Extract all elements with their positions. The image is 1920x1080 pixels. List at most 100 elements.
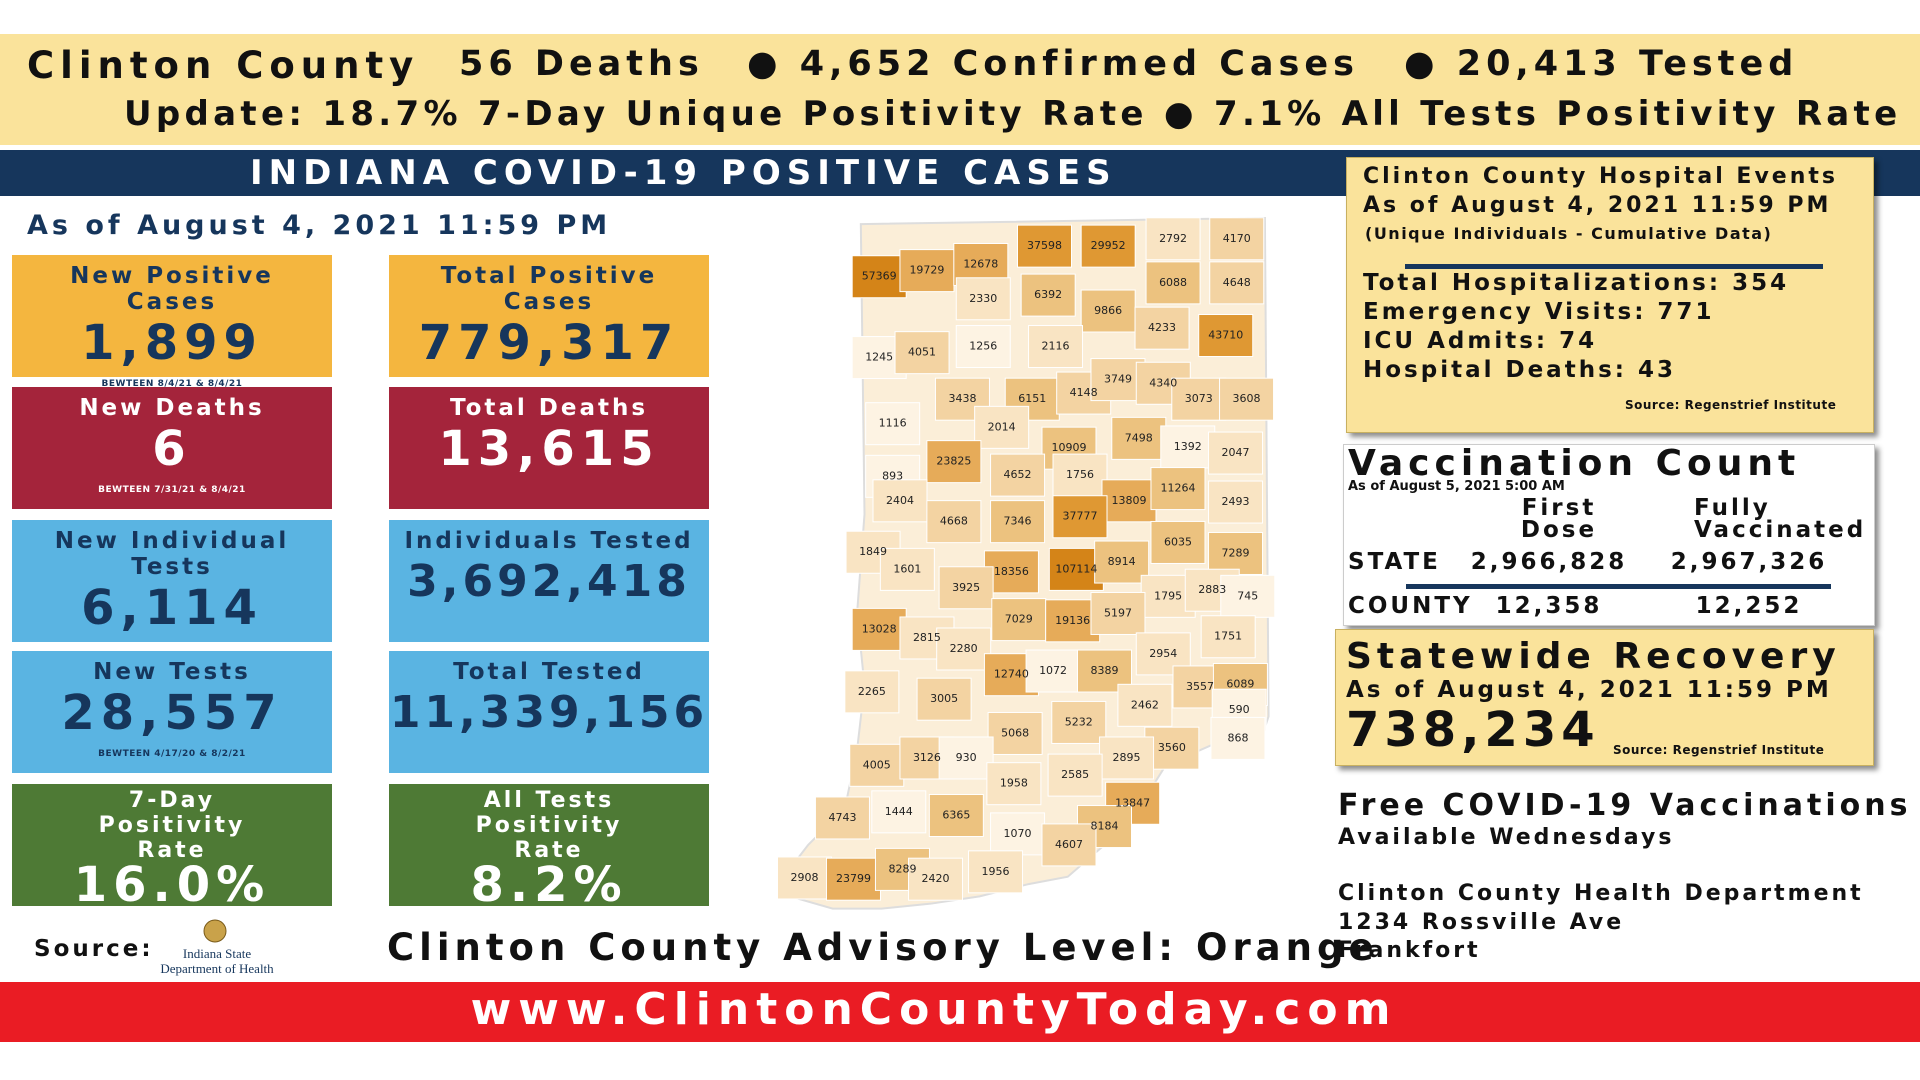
county <box>1047 753 1103 797</box>
county-label: 1245 <box>865 351 893 364</box>
county-label: 1070 <box>1004 827 1032 840</box>
county-label: 2047 <box>1222 446 1250 459</box>
county-label: 1392 <box>1174 440 1202 453</box>
county <box>1099 736 1155 780</box>
county-label: 893 <box>882 469 903 482</box>
tile-note: BEWTEEN 7/23/21 & 7/29/21 <box>94 907 250 917</box>
county-label: 8914 <box>1108 555 1136 568</box>
county-label: 4170 <box>1223 232 1251 245</box>
county-label: 2792 <box>1159 232 1187 245</box>
county-label: 3749 <box>1104 373 1132 386</box>
county <box>1208 480 1264 524</box>
divider <box>1406 584 1831 589</box>
hospital-item: ICU Admits: 74 <box>1363 328 1598 354</box>
county <box>851 255 907 299</box>
stat-tile: Total Tested 11,339,156 <box>389 651 709 773</box>
county-label: 868 <box>1227 731 1248 744</box>
header-fully: Fully Vaccinated <box>1694 495 1867 543</box>
county <box>1209 217 1265 261</box>
county-label: 1751 <box>1214 630 1242 643</box>
city: Frankfort <box>1338 938 1481 963</box>
county-label: 2908 <box>790 871 818 884</box>
county-label: 13809 <box>1111 494 1146 507</box>
county <box>1145 261 1201 305</box>
county-label: 2493 <box>1222 495 1250 508</box>
county-label: 7498 <box>1125 431 1153 444</box>
county-label: 1756 <box>1066 468 1094 481</box>
county-label: 6089 <box>1226 677 1254 690</box>
hospital-source: Source: Regenstrief Institute <box>1625 398 1837 412</box>
county-label: 6151 <box>1018 392 1046 405</box>
county <box>844 670 900 714</box>
county <box>987 711 1043 755</box>
county <box>1094 540 1150 584</box>
footer-band <box>0 982 1920 1042</box>
tile-title: New Individual Tests <box>54 528 290 580</box>
county <box>938 566 994 610</box>
county-label: 2895 <box>1113 751 1141 764</box>
county-label: 2420 <box>922 872 950 885</box>
cases: ● 4,652 Confirmed Cases <box>747 44 1359 84</box>
tile-title: New Positive Cases <box>70 263 274 315</box>
recovery-as-of: As of August 4, 2021 11:59 PM <box>1346 677 1832 703</box>
county-label: 29952 <box>1091 239 1126 252</box>
county-label: 590 <box>1229 703 1250 716</box>
hospital-item: Emergency Visits: 771 <box>1363 299 1715 325</box>
vaccination-title: Vaccination Count <box>1348 443 1801 484</box>
county-label: 2954 <box>1149 647 1177 660</box>
county-label: 2404 <box>886 494 914 507</box>
county <box>926 440 982 484</box>
county <box>851 607 907 651</box>
county-label: 3005 <box>930 692 958 705</box>
county <box>1135 632 1191 676</box>
county <box>1051 700 1107 744</box>
tile-value: 1,899 <box>81 315 263 371</box>
county-label: 1256 <box>969 340 997 353</box>
county <box>990 812 1046 856</box>
county-label: 13028 <box>862 622 897 635</box>
county-label: 6088 <box>1159 276 1187 289</box>
county-label: 2265 <box>858 685 886 698</box>
county-label: 12678 <box>963 257 998 270</box>
county-label: 3560 <box>1158 741 1186 754</box>
county-label: 37598 <box>1027 239 1062 252</box>
source-label: Source: <box>34 936 154 962</box>
county <box>1090 591 1146 635</box>
stat-tile: New Tests 28,557 BEWTEEN 4/17/20 & 8/2/21 <box>12 651 332 773</box>
county <box>908 857 964 901</box>
stat-tile: New Individual Tests 6,114 <box>12 520 332 642</box>
tile-value: 8.2% <box>470 857 628 913</box>
banner-text: INDIANA COVID-19 POSITIVE CASES <box>250 153 1117 193</box>
county-label: 5232 <box>1065 715 1093 728</box>
stat-tile: Total Deaths 13,615 <box>389 387 709 509</box>
stat-tile: New Positive Cases 1,899 BEWTEEN 8/4/21 & … <box>12 255 332 389</box>
county <box>1200 615 1256 659</box>
county-label: 6392 <box>1034 288 1062 301</box>
tested: ● 20,413 Tested <box>1404 44 1799 84</box>
county <box>916 677 972 721</box>
county-label: 43710 <box>1208 329 1243 342</box>
county-label: 4233 <box>1148 321 1176 334</box>
county-label: 57369 <box>862 270 897 283</box>
as-of: As of August 4, 2021 11:59 PM <box>27 210 612 241</box>
tile-value: 779,317 <box>418 315 680 371</box>
county <box>991 598 1047 642</box>
logo-text: Indiana State Department of Health <box>160 946 274 976</box>
county <box>968 850 1024 894</box>
county-label: 10909 <box>1051 441 1086 454</box>
footer-url[interactable]: www.ClintonCountyToday.com <box>470 984 1398 1035</box>
county-label: 2462 <box>1131 698 1159 711</box>
county-label: 4743 <box>828 811 856 824</box>
county-label: 23799 <box>836 872 871 885</box>
fully-vaccinated: 2,967,326 <box>1670 549 1828 575</box>
county <box>1080 224 1136 268</box>
county-label: 1795 <box>1154 589 1182 602</box>
tile-title: Individuals Tested <box>404 528 694 554</box>
county <box>1111 416 1167 460</box>
tile-title: Total Tested <box>453 659 645 685</box>
county-label: 2116 <box>1042 340 1070 353</box>
county-label: 1444 <box>885 805 913 818</box>
tile-title: New Deaths <box>79 395 265 421</box>
